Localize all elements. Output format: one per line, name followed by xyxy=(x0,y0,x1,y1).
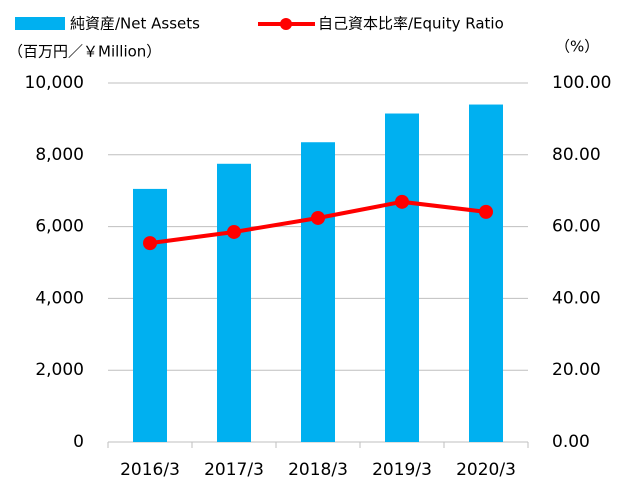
y-tick-label: 2,000 xyxy=(35,360,84,380)
line-marker xyxy=(227,224,241,239)
line-marker xyxy=(143,236,157,251)
bar xyxy=(301,142,335,443)
y-tick-label: 6,000 xyxy=(35,217,84,237)
bar xyxy=(133,188,167,442)
y2-tick-label: 80.00 xyxy=(552,145,601,165)
y-tick-label: 10,000 xyxy=(25,73,84,93)
line-marker xyxy=(479,204,493,219)
y2-tick-label: 60.00 xyxy=(552,217,601,237)
y2-tick-label: 0.00 xyxy=(552,432,590,452)
y2-tick-label: 40.00 xyxy=(552,288,601,308)
legend-swatch xyxy=(15,17,65,30)
legend-swatch xyxy=(280,18,292,30)
line-marker xyxy=(311,210,325,225)
x-tick-label: 2016/3 xyxy=(120,460,180,480)
bar xyxy=(469,104,503,442)
x-tick-label: 2020/3 xyxy=(456,460,516,480)
bar xyxy=(217,163,251,442)
y2-tick-label: 20.00 xyxy=(552,360,601,380)
x-tick-label: 2019/3 xyxy=(372,460,432,480)
x-tick-label: 2017/3 xyxy=(204,460,264,480)
legend-label: 純資産/Net Assets xyxy=(70,15,200,33)
legend-label: 自己資本比率/Equity Ratio xyxy=(318,15,504,33)
y-tick-label: 8,000 xyxy=(35,145,84,165)
y2-axis-label: （%） xyxy=(555,38,599,56)
y-tick-label: 0 xyxy=(73,432,84,452)
y-tick-label: 4,000 xyxy=(35,288,84,308)
y-axis-label: （百万円／￥Million） xyxy=(8,43,161,61)
y2-tick-label: 100.00 xyxy=(552,73,611,93)
x-tick-label: 2018/3 xyxy=(288,460,348,480)
line-marker xyxy=(395,194,409,209)
bar xyxy=(385,113,419,442)
